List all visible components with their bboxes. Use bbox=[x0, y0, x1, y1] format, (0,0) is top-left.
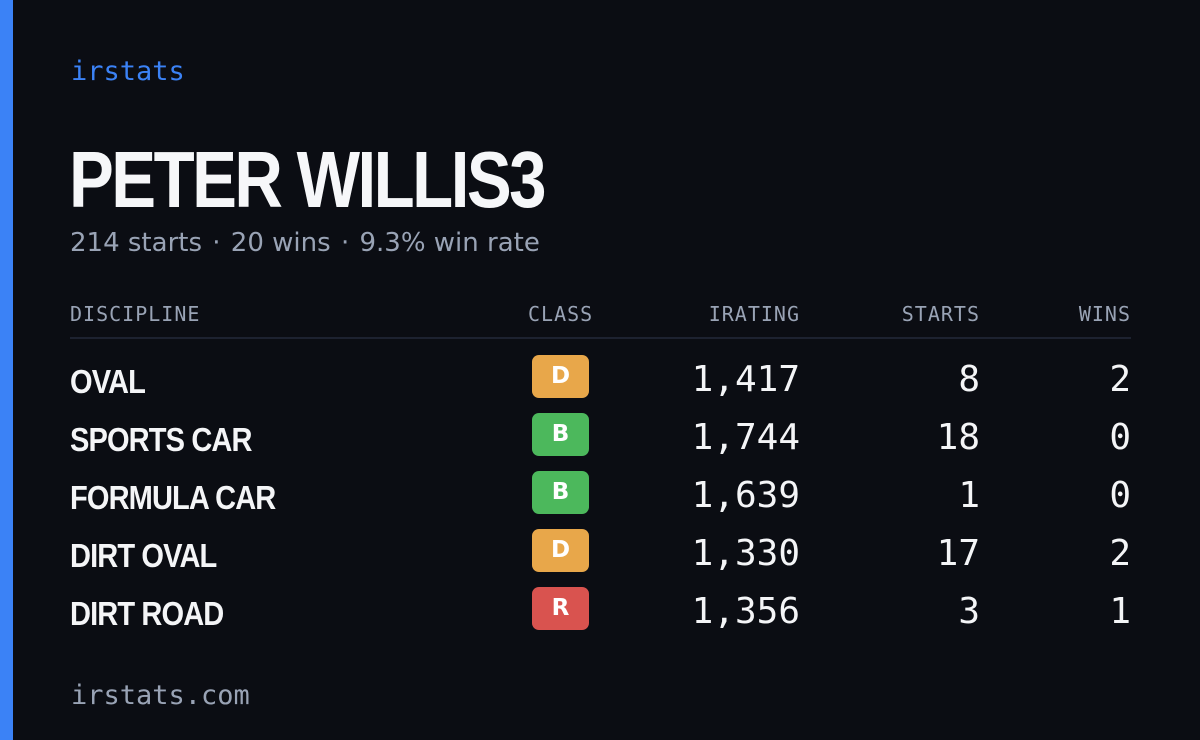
table-row: DIRT ROAD R 1,356 3 1 bbox=[70, 587, 1131, 645]
footer-domain[interactable]: irstats.com bbox=[71, 680, 250, 711]
header-class: CLASS bbox=[528, 302, 594, 326]
irating-value: 1,417 bbox=[691, 359, 800, 400]
class-badge: B bbox=[532, 471, 589, 514]
class-badge: R bbox=[532, 587, 589, 630]
starts-value: 1 bbox=[958, 475, 980, 516]
wins-value: 2 bbox=[1109, 533, 1131, 574]
table-row: SPORTS CAR B 1,744 18 0 bbox=[70, 413, 1131, 471]
starts-value: 3 bbox=[958, 591, 980, 632]
separator-dot: · bbox=[340, 228, 350, 258]
table-row: DIRT OVAL D 1,330 17 2 bbox=[70, 529, 1131, 587]
accent-bar bbox=[0, 0, 13, 740]
starts-summary: 214 starts bbox=[70, 228, 202, 258]
class-badge: B bbox=[532, 413, 589, 456]
driver-summary: 214 starts · 20 wins · 9.3% win rate bbox=[70, 228, 540, 258]
irating-value: 1,356 bbox=[691, 591, 800, 632]
table-body: OVAL D 1,417 8 2 SPORTS CAR B 1,744 18 0 FORMULA C… bbox=[70, 355, 1131, 645]
starts-value: 17 bbox=[936, 533, 980, 574]
wins-value: 0 bbox=[1109, 475, 1131, 516]
brand-logo-text[interactable]: irstats bbox=[71, 56, 185, 87]
starts-value: 18 bbox=[936, 417, 980, 458]
irating-value: 1,639 bbox=[691, 475, 800, 516]
header-irating: IRATING bbox=[708, 302, 800, 326]
irating-value: 1,744 bbox=[691, 417, 800, 458]
irating-value: 1,330 bbox=[691, 533, 800, 574]
driver-name: PETER WILLIS3 bbox=[69, 135, 547, 224]
class-badge: D bbox=[532, 529, 589, 572]
discipline-name: FORMULA CAR bbox=[70, 479, 276, 516]
starts-value: 8 bbox=[958, 359, 980, 400]
class-badge: D bbox=[532, 355, 589, 398]
table-row: FORMULA CAR B 1,639 1 0 bbox=[70, 471, 1131, 529]
discipline-name: OVAL bbox=[70, 363, 146, 400]
wins-summary: 20 wins bbox=[230, 228, 331, 258]
header-starts: STARTS bbox=[901, 302, 980, 326]
separator-dot: · bbox=[212, 228, 221, 258]
discipline-stats-table: DISCIPLINE CLASS IRATING STARTS WINS OVA… bbox=[70, 295, 1131, 645]
wins-value: 1 bbox=[1109, 591, 1131, 632]
wins-value: 0 bbox=[1109, 417, 1131, 458]
discipline-name: DIRT ROAD bbox=[70, 595, 224, 632]
table-header: DISCIPLINE CLASS IRATING STARTS WINS bbox=[70, 295, 1131, 339]
discipline-name: SPORTS CAR bbox=[70, 421, 252, 458]
header-wins: WINS bbox=[1078, 302, 1131, 326]
header-discipline: DISCIPLINE bbox=[70, 302, 201, 326]
wins-value: 2 bbox=[1109, 359, 1131, 400]
win-rate-summary: 9.3% win rate bbox=[359, 228, 540, 258]
table-row: OVAL D 1,417 8 2 bbox=[70, 355, 1131, 413]
discipline-name: DIRT OVAL bbox=[70, 537, 217, 574]
